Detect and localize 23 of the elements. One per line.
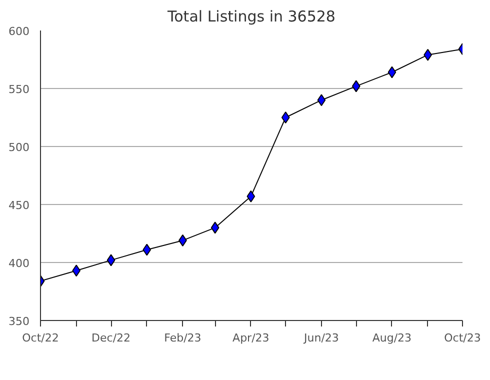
point [281, 112, 290, 124]
x-tick-label: Oct/23 [444, 332, 481, 344]
y-tick-label: 500 [8, 141, 30, 154]
point [106, 254, 116, 266]
y-tick-label: 350 [8, 315, 30, 328]
y-tick-label: 450 [8, 199, 30, 212]
x-tick-label: Apr/23 [232, 332, 270, 344]
point [352, 80, 360, 92]
y-tick-label: 600 [8, 25, 30, 38]
point [142, 244, 152, 256]
x-tick-label: Aug/23 [372, 332, 412, 344]
point [210, 222, 220, 234]
point [317, 94, 326, 106]
x-tick-label: Oct/22 [22, 332, 59, 344]
point [388, 66, 396, 78]
y-tick-label: 550 [8, 83, 30, 96]
y-tick-label: 400 [8, 257, 30, 270]
point [246, 190, 256, 202]
x-tick-label: Dec/22 [92, 332, 131, 344]
x-tick-label: Jun/23 [303, 332, 339, 344]
chart-title: Total Listings in 36528 [166, 8, 336, 26]
x-tick-label: Feb/23 [164, 332, 202, 344]
point [72, 264, 81, 277]
